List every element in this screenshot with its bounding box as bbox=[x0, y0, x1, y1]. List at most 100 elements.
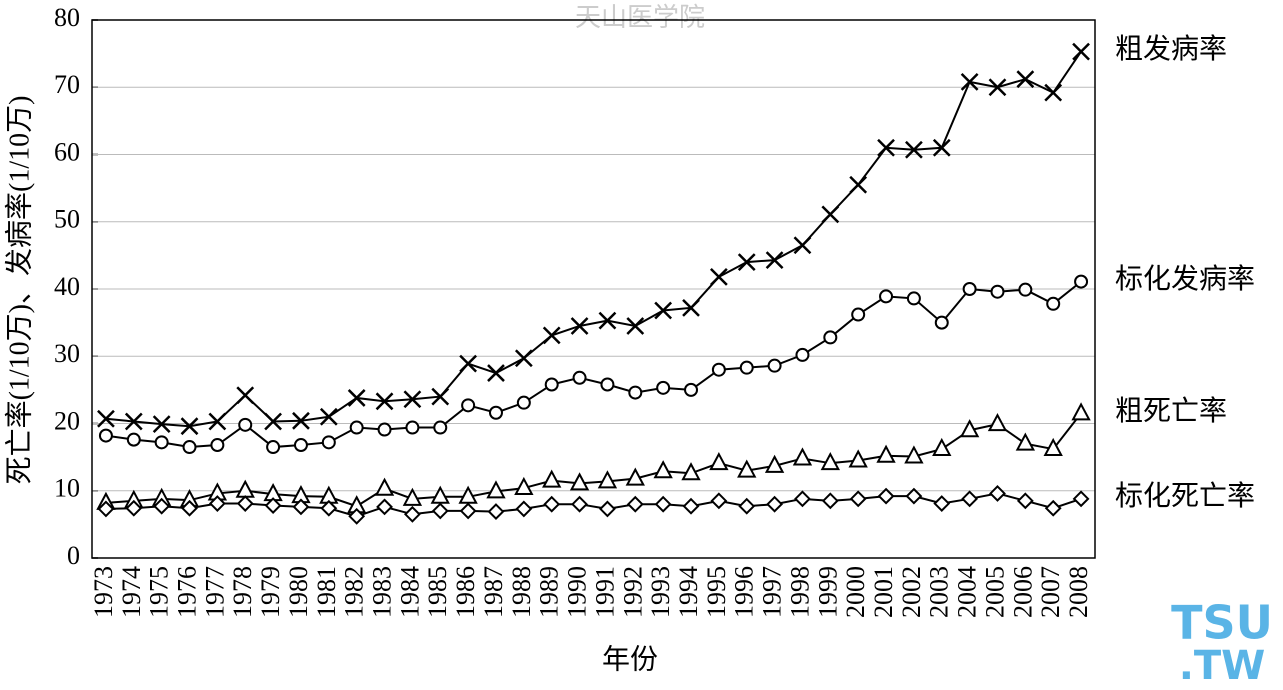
series-line bbox=[105, 280, 1082, 449]
marker bbox=[266, 440, 281, 455]
marker bbox=[820, 452, 840, 471]
marker bbox=[487, 364, 505, 382]
x-tick-label: 2008 bbox=[1064, 566, 1093, 618]
marker bbox=[433, 420, 448, 435]
marker bbox=[654, 301, 673, 320]
series-label: 粗死亡率 bbox=[1115, 395, 1227, 427]
marker bbox=[321, 435, 336, 450]
marker bbox=[625, 467, 645, 486]
x-tick-label: 1980 bbox=[284, 566, 313, 618]
marker bbox=[544, 377, 559, 392]
marker bbox=[795, 347, 810, 362]
y-tick-label: 30 bbox=[54, 339, 80, 368]
marker bbox=[821, 205, 840, 224]
marker bbox=[738, 497, 756, 515]
marker bbox=[987, 413, 1008, 432]
marker bbox=[737, 253, 756, 271]
marker bbox=[514, 476, 534, 496]
marker bbox=[402, 487, 423, 506]
marker bbox=[654, 495, 672, 513]
marker bbox=[320, 499, 338, 517]
marker bbox=[1043, 437, 1063, 457]
marker bbox=[377, 422, 392, 437]
marker bbox=[182, 440, 197, 455]
x-tick-label: 1987 bbox=[479, 566, 508, 618]
marker bbox=[1044, 499, 1062, 517]
marker bbox=[792, 447, 813, 466]
x-tick-label: 1975 bbox=[145, 566, 174, 618]
x-tick-label: 1985 bbox=[423, 566, 452, 618]
marker bbox=[877, 138, 895, 157]
x-tick-label: 2005 bbox=[980, 566, 1009, 618]
marker bbox=[374, 477, 395, 496]
marker bbox=[988, 78, 1007, 97]
marker bbox=[739, 360, 754, 375]
y-tick-label: 20 bbox=[54, 406, 80, 435]
x-tick-label: 1984 bbox=[395, 566, 424, 618]
marker bbox=[431, 387, 450, 406]
x-tick-label: 1976 bbox=[172, 566, 201, 618]
marker bbox=[765, 251, 784, 269]
marker bbox=[905, 140, 923, 159]
y-tick-label: 50 bbox=[54, 205, 80, 234]
marker bbox=[488, 405, 503, 420]
marker bbox=[1018, 282, 1033, 297]
marker bbox=[961, 490, 979, 508]
marker bbox=[849, 175, 868, 194]
x-tick-label: 1992 bbox=[618, 566, 647, 618]
marker bbox=[684, 382, 699, 397]
x-tick-label: 1978 bbox=[228, 566, 257, 618]
marker bbox=[97, 500, 115, 518]
marker bbox=[990, 284, 1005, 299]
marker bbox=[431, 502, 449, 520]
marker bbox=[626, 495, 644, 513]
marker bbox=[628, 385, 643, 400]
marker bbox=[97, 409, 115, 428]
x-tick-label: 1983 bbox=[368, 566, 397, 618]
marker bbox=[292, 411, 310, 430]
marker bbox=[848, 449, 868, 468]
marker bbox=[515, 500, 533, 518]
marker bbox=[962, 282, 977, 296]
marker bbox=[403, 390, 422, 409]
series-label: 标化死亡率 bbox=[1115, 480, 1255, 512]
marker bbox=[126, 432, 141, 447]
marker bbox=[514, 349, 533, 368]
y-tick-label: 80 bbox=[54, 3, 80, 32]
marker bbox=[181, 499, 198, 517]
x-tick-label: 1981 bbox=[312, 566, 341, 618]
marker bbox=[238, 417, 253, 432]
x-tick-label: 1991 bbox=[590, 566, 619, 618]
marker bbox=[656, 380, 671, 395]
x-tick-label: 1988 bbox=[507, 566, 536, 618]
marker bbox=[487, 503, 505, 521]
logo: .TW bbox=[1179, 643, 1266, 689]
marker bbox=[764, 454, 785, 473]
marker bbox=[235, 479, 255, 498]
marker bbox=[461, 398, 476, 413]
x-tick-label: 1997 bbox=[758, 566, 787, 618]
marker bbox=[794, 490, 811, 508]
marker bbox=[210, 438, 225, 453]
x-tick-label: 1979 bbox=[256, 566, 285, 618]
marker bbox=[932, 138, 951, 157]
marker bbox=[767, 358, 782, 373]
marker bbox=[599, 500, 616, 518]
marker bbox=[626, 317, 645, 335]
marker bbox=[959, 419, 980, 438]
marker bbox=[236, 495, 254, 512]
x-tick-label: 2000 bbox=[841, 566, 870, 618]
marker bbox=[851, 307, 866, 322]
marker bbox=[264, 412, 282, 431]
x-tick-label: 2004 bbox=[953, 566, 982, 618]
marker bbox=[1016, 70, 1035, 89]
marker bbox=[906, 291, 921, 306]
marker bbox=[572, 370, 587, 385]
marker bbox=[543, 495, 561, 513]
marker bbox=[459, 502, 477, 520]
x-tick-label: 1974 bbox=[117, 566, 146, 618]
marker bbox=[459, 354, 478, 373]
marker bbox=[1072, 42, 1090, 61]
marker bbox=[960, 72, 979, 91]
marker bbox=[682, 497, 700, 515]
